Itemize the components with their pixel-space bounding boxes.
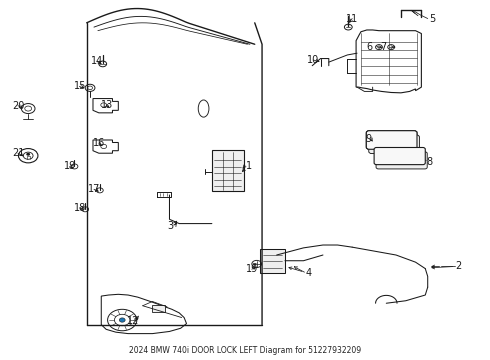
Text: 11: 11 (346, 14, 359, 24)
Text: 13: 13 (101, 100, 113, 110)
Text: 6: 6 (367, 42, 373, 52)
Circle shape (119, 318, 125, 322)
FancyBboxPatch shape (212, 150, 244, 192)
Text: 12: 12 (127, 316, 140, 326)
Text: 15: 15 (74, 81, 86, 91)
Circle shape (26, 153, 30, 156)
Text: 19: 19 (246, 264, 258, 274)
Text: 21: 21 (12, 148, 24, 158)
Text: 4: 4 (305, 268, 312, 278)
Text: 10: 10 (307, 55, 319, 65)
FancyBboxPatch shape (367, 131, 417, 149)
FancyBboxPatch shape (152, 305, 165, 312)
Text: 2024 BMW 740i DOOR LOCK LEFT Diagram for 51227932209: 2024 BMW 740i DOOR LOCK LEFT Diagram for… (129, 346, 361, 355)
Text: 2: 2 (456, 261, 462, 271)
Text: 16: 16 (93, 138, 105, 148)
Text: 3: 3 (167, 221, 173, 231)
Text: 7: 7 (380, 42, 387, 52)
Text: 8: 8 (426, 157, 432, 167)
FancyBboxPatch shape (260, 249, 285, 273)
Text: 14: 14 (91, 57, 103, 66)
Text: 20: 20 (12, 101, 24, 111)
Text: 18: 18 (74, 203, 86, 212)
Text: 9: 9 (366, 134, 372, 144)
FancyBboxPatch shape (367, 131, 417, 149)
FancyBboxPatch shape (374, 148, 425, 165)
FancyBboxPatch shape (376, 152, 427, 169)
FancyBboxPatch shape (369, 135, 419, 154)
Text: 19: 19 (64, 161, 76, 171)
Text: 1: 1 (246, 161, 252, 171)
Text: 5: 5 (429, 14, 436, 24)
Text: 17: 17 (88, 184, 100, 194)
Ellipse shape (198, 100, 209, 117)
